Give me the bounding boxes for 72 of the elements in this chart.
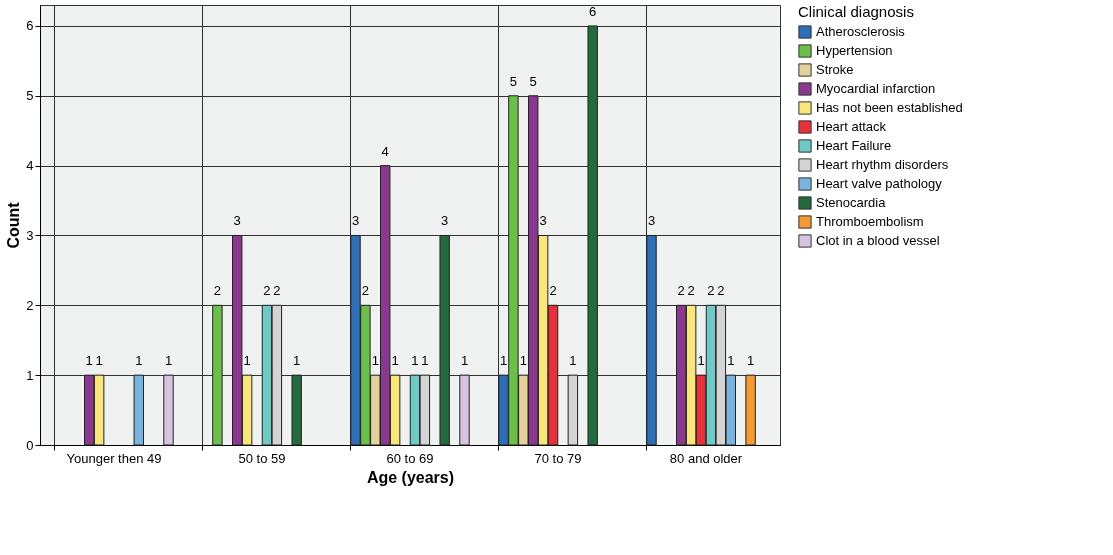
- legend-label: Stenocardia: [816, 195, 887, 210]
- data-label: 5: [509, 73, 518, 89]
- bar: [459, 374, 470, 446]
- data-label: 1: [499, 353, 508, 369]
- data-label: 3: [539, 213, 547, 229]
- y-axis-title: Count: [5, 201, 23, 249]
- data-label: 2: [717, 283, 725, 299]
- data-label: 1: [293, 353, 301, 369]
- x-tick-label: 80 and older: [669, 450, 743, 466]
- legend-label: Atherosclerosis: [816, 24, 906, 39]
- data-label: 2: [707, 283, 715, 299]
- data-label: 2: [213, 283, 222, 299]
- data-label: 1: [746, 353, 755, 369]
- data-label: 3: [351, 213, 360, 229]
- legend-label: Heart rhythm disorders: [816, 157, 949, 172]
- x-tick-label: 60 to 69: [386, 450, 434, 466]
- bar: [212, 304, 223, 446]
- data-label: 2: [273, 283, 281, 299]
- data-label: 1: [697, 353, 705, 369]
- data-label: 1: [727, 353, 735, 369]
- data-label: 1: [164, 353, 173, 369]
- bar: [439, 234, 450, 446]
- x-tick-label: 50 to 59: [238, 450, 286, 466]
- legend-label: Clot in a blood vessel: [816, 233, 940, 248]
- legend-label: Thromboembolism: [816, 214, 924, 229]
- bar: [567, 374, 579, 446]
- y-tick-label: 0: [26, 437, 34, 453]
- x-axis-title: Age (years): [366, 468, 455, 486]
- data-label: 3: [441, 213, 449, 229]
- data-label: 1: [421, 353, 429, 369]
- y-tick-label: 3: [26, 227, 34, 243]
- data-label: 4: [381, 143, 389, 159]
- data-label: 2: [687, 283, 695, 299]
- data-label: 1: [460, 353, 469, 369]
- data-label: 1: [391, 353, 399, 369]
- legend-title: Clinical diagnosis: [798, 3, 914, 20]
- data-label: 2: [361, 283, 370, 299]
- legend-label: Has not been established: [816, 100, 963, 115]
- data-label: 1: [371, 353, 379, 369]
- data-label: 5: [529, 73, 537, 89]
- y-tick-label: 2: [26, 297, 34, 313]
- bar: [163, 374, 174, 446]
- data-label: 1: [243, 353, 251, 369]
- legend-label: Hypertension: [816, 43, 893, 58]
- data-label: 1: [411, 353, 419, 369]
- data-label: 1: [135, 353, 143, 369]
- x-tick-label: 70 to 79: [534, 450, 582, 466]
- data-label: 1: [569, 353, 577, 369]
- bar: [291, 374, 302, 446]
- y-tick-label: 6: [26, 18, 34, 34]
- legend-label: Myocardial infarction: [816, 81, 936, 96]
- data-label: 6: [589, 3, 597, 19]
- bar: [745, 374, 756, 446]
- data-label: 2: [549, 283, 557, 299]
- legend-label: Heart attack: [816, 119, 887, 134]
- bar: [587, 25, 598, 446]
- legend-label: Stroke: [816, 62, 854, 77]
- y-tick-label: 5: [26, 88, 34, 104]
- bar: [646, 234, 657, 446]
- legend-label: Heart Failure: [816, 138, 892, 153]
- x-tick-label: Younger then 49: [66, 450, 162, 466]
- data-label: 1: [95, 353, 103, 369]
- data-label: 1: [85, 353, 93, 369]
- y-tick-label: 1: [26, 367, 34, 383]
- data-label: 1: [519, 353, 527, 369]
- bar: [133, 374, 144, 446]
- legend-label: Heart valve pathology: [816, 176, 943, 191]
- data-label: 3: [647, 213, 656, 229]
- y-tick-label: 4: [26, 158, 34, 174]
- data-label: 2: [263, 283, 271, 299]
- data-label: 2: [677, 283, 685, 299]
- data-label: 3: [233, 213, 241, 229]
